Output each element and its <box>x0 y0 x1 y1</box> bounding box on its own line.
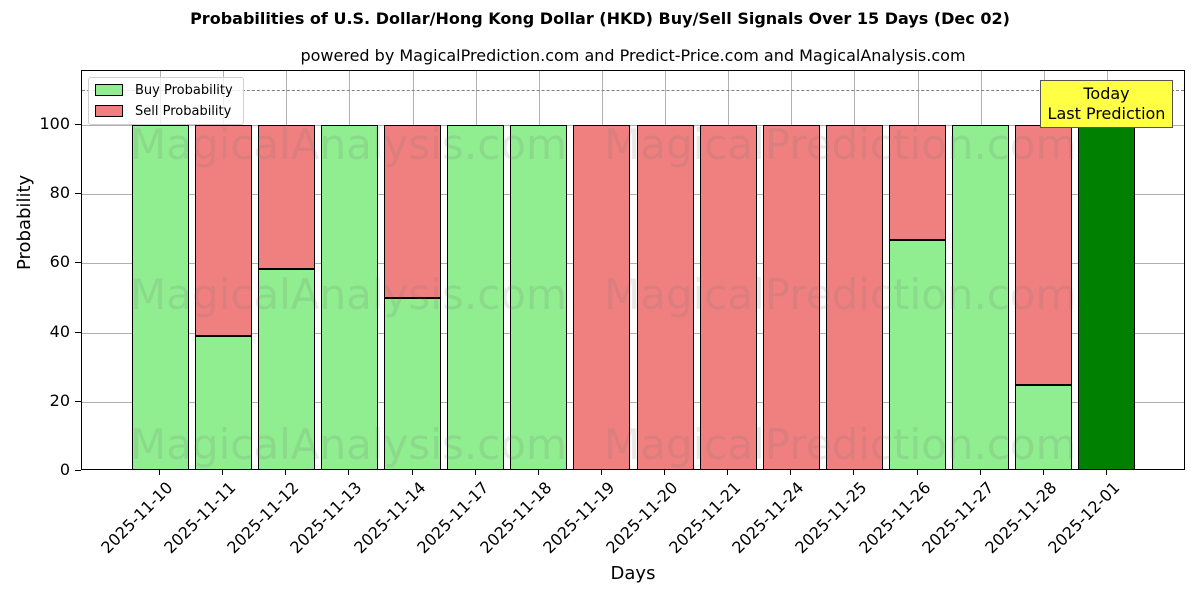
chart-subtitle: powered by MagicalPrediction.com and Pre… <box>300 46 966 65</box>
annotation-line-1: Today <box>1083 84 1130 103</box>
gridline-horizontal <box>82 194 1184 196</box>
x-tick <box>1105 470 1107 475</box>
x-tick <box>790 470 792 475</box>
y-tick-label: 40 <box>49 321 70 341</box>
y-axis-label: Probability <box>14 174 35 270</box>
bar-sell <box>889 125 947 241</box>
gridline-horizontal <box>82 332 1184 334</box>
y-tick <box>75 124 81 125</box>
legend: Buy Probability Sell Probability <box>88 77 244 125</box>
bar-sell <box>1015 125 1073 385</box>
legend-swatch-sell <box>95 105 123 117</box>
x-tick <box>411 470 413 475</box>
bar-today <box>1078 125 1136 469</box>
legend-item-sell: Sell Probability <box>95 103 231 119</box>
bar-sell <box>699 125 757 469</box>
bar-sell <box>636 125 694 469</box>
bar-sell <box>194 125 252 337</box>
legend-label-buy: Buy Probability <box>135 82 233 98</box>
annotation-line-2: Last Prediction <box>1047 104 1166 123</box>
bar-buy <box>889 240 947 469</box>
gridline-horizontal <box>82 263 1184 265</box>
bar-buy <box>510 125 568 469</box>
bar-sell <box>257 125 315 270</box>
y-tick-label: 100 <box>39 114 70 133</box>
legend-swatch-buy <box>95 84 123 96</box>
bar-buy <box>320 125 378 469</box>
x-tick <box>1042 470 1044 475</box>
x-tick <box>285 470 287 475</box>
bar-buy <box>131 125 189 469</box>
today-annotation: Today Last Prediction <box>1040 80 1173 128</box>
x-axis-label: Days <box>610 563 656 584</box>
y-tick-label: 60 <box>49 252 70 272</box>
legend-label-sell: Sell Probability <box>135 103 232 119</box>
x-tick <box>222 470 224 475</box>
bar-sell <box>573 125 631 469</box>
x-tick <box>474 470 476 475</box>
bar-buy <box>257 269 315 469</box>
bar-buy <box>1015 384 1073 469</box>
y-tick <box>75 193 81 195</box>
y-tick-label: 80 <box>49 183 70 203</box>
x-tick <box>600 470 602 475</box>
x-tick <box>664 470 666 475</box>
x-tick <box>727 470 729 475</box>
bar-buy <box>194 336 252 469</box>
x-tick <box>916 470 918 475</box>
x-tick <box>348 470 350 475</box>
y-tick-label: 20 <box>49 390 70 410</box>
x-tick <box>979 470 981 475</box>
bar-buy <box>447 125 505 469</box>
y-tick <box>75 470 81 471</box>
x-tick <box>853 470 855 475</box>
y-tick <box>75 262 81 264</box>
plot-area: MagicalAnalysis.comMagicalPrediction.com… <box>81 70 1185 470</box>
reference-line <box>82 90 1184 92</box>
y-tick <box>75 400 81 402</box>
y-tick-label: 0 <box>59 460 70 479</box>
legend-item-buy: Buy Probability <box>95 82 233 98</box>
x-tick <box>537 470 539 475</box>
gridline-horizontal <box>82 401 1184 403</box>
bar-buy <box>384 298 442 469</box>
bar-buy <box>952 125 1010 469</box>
gridline-horizontal <box>82 125 1184 126</box>
bar-sell <box>384 125 442 298</box>
bar-sell <box>825 125 883 469</box>
chart-title: Probabilities of U.S. Dollar/Hong Kong D… <box>190 9 1010 28</box>
bar-sell <box>762 125 820 469</box>
x-tick <box>159 470 160 475</box>
y-tick <box>75 331 81 333</box>
